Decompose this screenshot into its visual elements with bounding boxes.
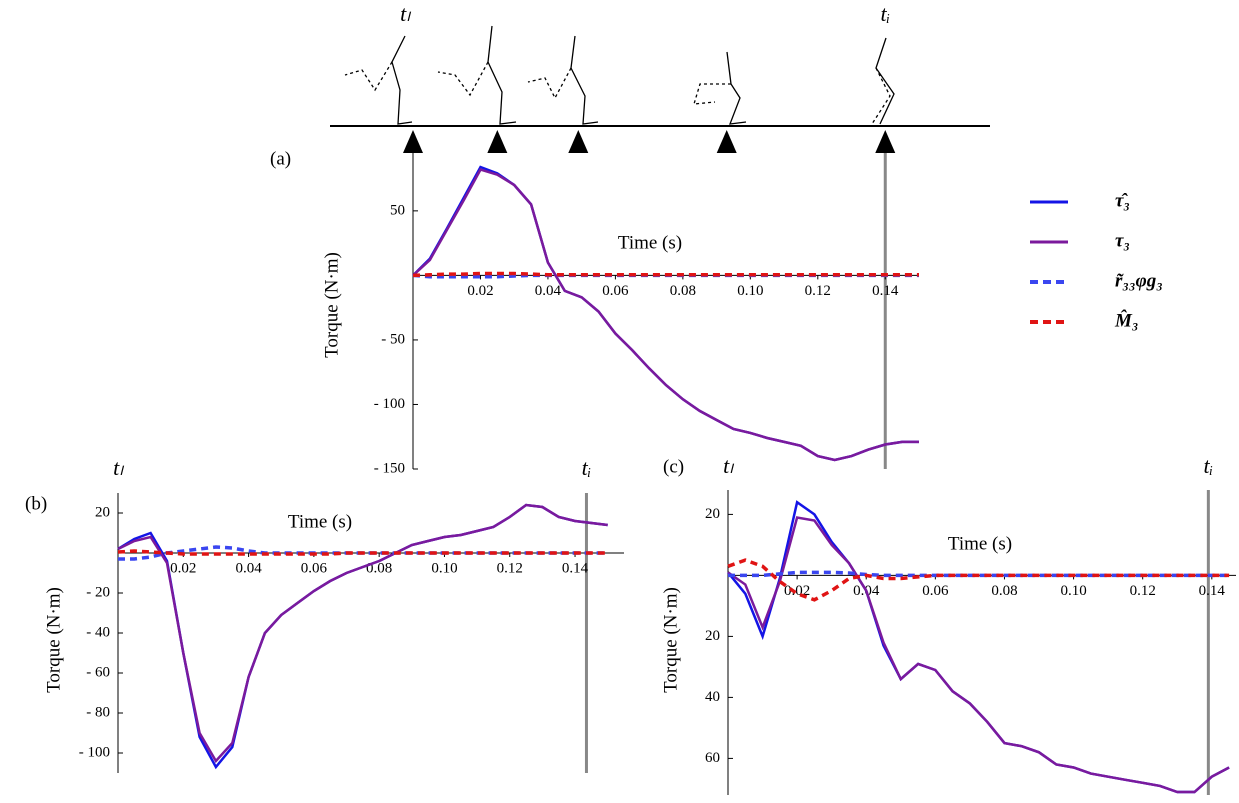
x-tick-label: 0.08 [366, 560, 392, 576]
event-marker [487, 130, 508, 153]
x-tick-label: 0.04 [235, 560, 262, 576]
tl-label: tₗ [400, 1, 411, 26]
tl-label: tₗ [113, 455, 124, 480]
series-line [412, 165, 919, 462]
x-tick-label: 0.12 [497, 560, 523, 576]
y-tick-label: 50 [390, 202, 405, 218]
y-tick-label: - 50 [381, 331, 405, 347]
series-line [412, 271, 919, 278]
y-tick-label: - 100 [79, 744, 110, 760]
y-tick-label: - 20 [86, 584, 110, 600]
x-tick-label: 0.06 [602, 283, 629, 299]
x-tick-label: 0.04 [535, 283, 562, 299]
y-tick-label: - 80 [86, 704, 110, 720]
y-tick-label: - 40 [86, 624, 110, 640]
ti-label: tᵢ [880, 1, 890, 26]
series-line [117, 503, 608, 770]
y-tick-label: 60 [705, 750, 720, 766]
x-axis-label: Time (s) [288, 511, 352, 532]
x-tick-label: 0.02 [467, 283, 493, 299]
x-tick-label: 0.10 [737, 283, 763, 299]
x-tick-label: 0.14 [562, 560, 589, 576]
x-tick-label: 0.02 [170, 560, 196, 576]
x-axis-label: Time (s) [618, 232, 682, 253]
x-tick-label: 0.06 [922, 583, 949, 599]
y-tick-label: 40 [705, 689, 720, 705]
x-tick-label: 0.08 [670, 283, 696, 299]
event-marker [568, 130, 589, 153]
y-tick-label: - 150 [374, 460, 405, 476]
x-tick-label: 0.14 [872, 283, 899, 299]
y-axis-label: Torque (N·m) [43, 587, 64, 693]
legend-label: r̃₃₃φg₃ [1115, 270, 1163, 291]
tl-label: tₗ [723, 453, 734, 478]
ti-label: tᵢ [582, 455, 592, 480]
panel-label: (a) [270, 148, 291, 169]
event-marker [716, 130, 737, 153]
stick-figures [344, 25, 895, 125]
y-tick-label: 20 [705, 628, 720, 644]
x-tick-label: 0.06 [301, 560, 328, 576]
legend-label: M̂₃ [1114, 310, 1139, 331]
x-tick-label: 0.14 [1199, 583, 1226, 599]
ti-label: tᵢ [1204, 453, 1214, 478]
y-tick-label: 20 [95, 504, 110, 520]
legend-label: τ̂₃ [1115, 190, 1130, 211]
x-axis-label: Time (s) [948, 533, 1012, 554]
y-tick-label: 20 [705, 506, 720, 522]
x-tick-label: 0.12 [805, 283, 831, 299]
series-line [727, 558, 1230, 602]
panel-label: (c) [663, 456, 684, 477]
series-line [117, 549, 608, 556]
x-tick-label: 0.10 [1060, 583, 1086, 599]
series-line [727, 516, 1230, 794]
event-marker [875, 130, 896, 153]
y-tick-label: - 100 [374, 396, 405, 412]
x-tick-label: 0.10 [431, 560, 457, 576]
legend-label: τ₃ [1115, 230, 1130, 251]
y-tick-label: - 60 [86, 664, 110, 680]
y-axis-label: Torque (N·m) [660, 587, 681, 693]
y-axis-label: Torque (N·m) [321, 252, 342, 358]
series-line [412, 168, 919, 462]
event-marker [403, 130, 423, 153]
series-line [117, 503, 608, 764]
x-tick-label: 0.08 [991, 583, 1017, 599]
x-tick-label: 0.12 [1130, 583, 1156, 599]
panel-label: (b) [25, 493, 47, 514]
